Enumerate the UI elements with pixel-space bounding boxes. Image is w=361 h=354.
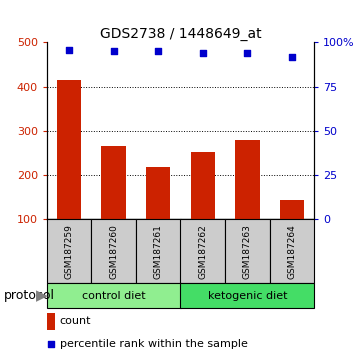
Bar [101,147,126,219]
Text: ▶: ▶ [36,288,47,303]
Text: GSM187260: GSM187260 [109,224,118,279]
Point [289,54,295,59]
Bar [270,219,314,283]
Bar [235,140,260,219]
Text: GSM187264: GSM187264 [287,224,296,279]
Text: ketogenic diet: ketogenic diet [208,291,287,301]
Bar [191,152,215,219]
Text: GSM187259: GSM187259 [65,224,74,279]
Title: GDS2738 / 1448649_at: GDS2738 / 1448649_at [100,28,261,41]
Bar [47,219,91,283]
Bar [47,313,55,330]
Point [244,50,250,56]
Point [200,50,206,56]
Bar [91,219,136,283]
Bar [225,219,270,283]
Bar [57,80,82,219]
Bar [146,167,170,219]
Bar [279,200,304,219]
Text: percentile rank within the sample: percentile rank within the sample [60,339,247,349]
Point [48,341,54,347]
Text: protocol: protocol [4,289,55,302]
Bar [47,283,180,308]
Text: GSM187263: GSM187263 [243,224,252,279]
Bar [136,219,180,283]
Point [155,48,161,54]
Point [66,47,72,52]
Text: GSM187261: GSM187261 [154,224,163,279]
Point [111,48,117,54]
Bar [180,283,314,308]
Text: count: count [60,316,91,326]
Text: GSM187262: GSM187262 [198,224,207,279]
Bar [180,219,225,283]
Text: control diet: control diet [82,291,145,301]
